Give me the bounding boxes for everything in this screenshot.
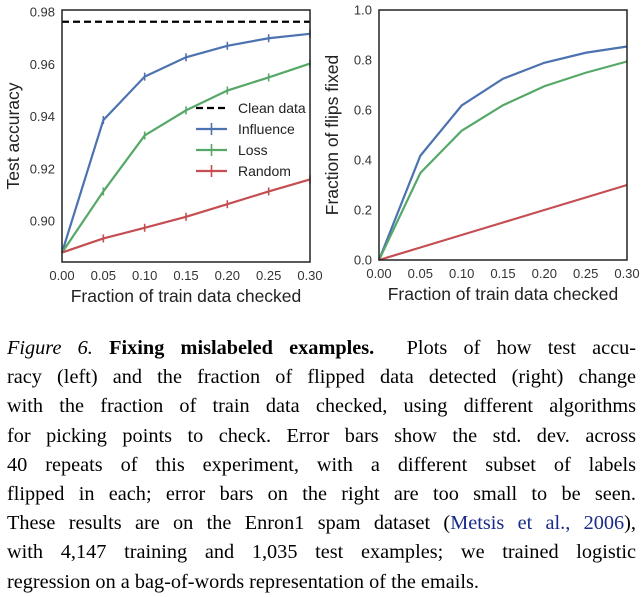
right-chart-flips-fixed: 0.00 0.05 0.10 0.15 0.20 0.25 0.30 0.0 0.2 0.4 0.6… xyxy=(322,3,640,305)
right-x-tick-label: 0.05 xyxy=(408,266,433,281)
legend-label-influence: Influence xyxy=(238,121,295,137)
right-x-tick-label: 0.25 xyxy=(573,266,598,281)
left-x-tick-label: 0.30 xyxy=(297,268,322,283)
right-y-tick-label: 0.6 xyxy=(354,103,372,118)
right-x-axis-label: Fraction of train data checked xyxy=(388,284,619,304)
caption-title: Fixing mislabeled examples. xyxy=(109,337,375,359)
left-x-tick-label: 0.00 xyxy=(49,268,74,283)
left-x-tick-label: 0.20 xyxy=(215,268,240,283)
caption-text: These results are on the Enron1 spam dat… xyxy=(7,512,451,535)
legend-label-loss: Loss xyxy=(238,142,268,158)
figure-label: Figure 6. xyxy=(7,337,93,359)
figure-plots: 0.00 0.05 0.10 0.15 0.20 0.25 0.30 0.90 0.92 0.94… xyxy=(3,3,640,307)
left-x-tick-label: 0.10 xyxy=(132,268,157,283)
right-x-tick-label: 0.30 xyxy=(614,266,639,281)
caption-text: ), xyxy=(624,512,636,535)
left-chart-test-accuracy: 0.00 0.05 0.10 0.15 0.20 0.25 0.30 0.90 0.92 0.94… xyxy=(3,5,323,306)
right-line-series-1 xyxy=(378,60,628,261)
left-y-tick-label: 0.94 xyxy=(30,109,55,124)
left-y-tick-label: 0.90 xyxy=(30,214,55,229)
right-y-tick-label: 0.8 xyxy=(354,53,372,68)
caption-line-7: These results are on the Enron1 spam dat… xyxy=(7,509,636,538)
caption-line-5: 40 repeats of this experiment, with a di… xyxy=(7,453,636,476)
figure-caption: Figure 6. Fixing mislabeled examples. Pl… xyxy=(7,334,636,597)
caption-text: Plots of how test accu- xyxy=(406,337,636,359)
right-line-series-2 xyxy=(378,183,628,262)
caption-line-3: with the fraction of train data checked,… xyxy=(7,395,636,418)
left-x-tick-label: 0.05 xyxy=(91,268,116,283)
left-y-tick-label: 0.92 xyxy=(30,161,55,176)
caption-line-1: Figure 6. Fixing mislabeled examples. Pl… xyxy=(7,334,636,363)
right-y-tick-label: 0.4 xyxy=(354,153,372,168)
right-x-tick-label: 0.10 xyxy=(449,266,474,281)
left-x-axis-label: Fraction of train data checked xyxy=(71,286,302,306)
legend: Clean data Influence Loss Random xyxy=(196,100,306,179)
left-y-axis-label: Test accuracy xyxy=(3,82,23,189)
caption-line-9: regression on a bag-of-words representat… xyxy=(7,570,479,593)
right-plot-frame xyxy=(378,9,628,261)
right-x-tick-label: 0.15 xyxy=(490,266,515,281)
left-x-tick-label: 0.25 xyxy=(256,268,281,283)
citation-link[interactable]: Metsis et al., 2006 xyxy=(450,512,625,535)
caption-line-4: for picking points to check. Error bars … xyxy=(7,424,636,447)
legend-label-clean-data: Clean data xyxy=(238,100,306,116)
left-plot-frame xyxy=(61,9,311,263)
caption-line-8: with 4,147 training and 1,035 test examp… xyxy=(7,541,636,564)
legend-label-random: Random xyxy=(238,163,291,179)
left-y-tick-label: 0.96 xyxy=(30,57,55,72)
left-line-loss xyxy=(61,62,311,254)
caption-line-6: flipped in each; error bars on the right… xyxy=(7,483,636,506)
left-x-tick-label: 0.15 xyxy=(173,268,198,283)
right-y-axis-label: Fraction of flips fixed xyxy=(322,55,342,215)
right-y-tick-label: 1.0 xyxy=(354,3,372,18)
right-y-tick-label: 0.0 xyxy=(354,253,372,268)
caption-line-2: racy (left) and the fraction of flipped … xyxy=(7,366,636,389)
right-x-tick-label: 0.00 xyxy=(366,266,391,281)
right-x-tick-label: 0.20 xyxy=(532,266,557,281)
right-y-tick-label: 0.2 xyxy=(354,203,372,218)
left-y-tick-label: 0.98 xyxy=(30,5,55,20)
right-line-series-0 xyxy=(377,45,628,261)
